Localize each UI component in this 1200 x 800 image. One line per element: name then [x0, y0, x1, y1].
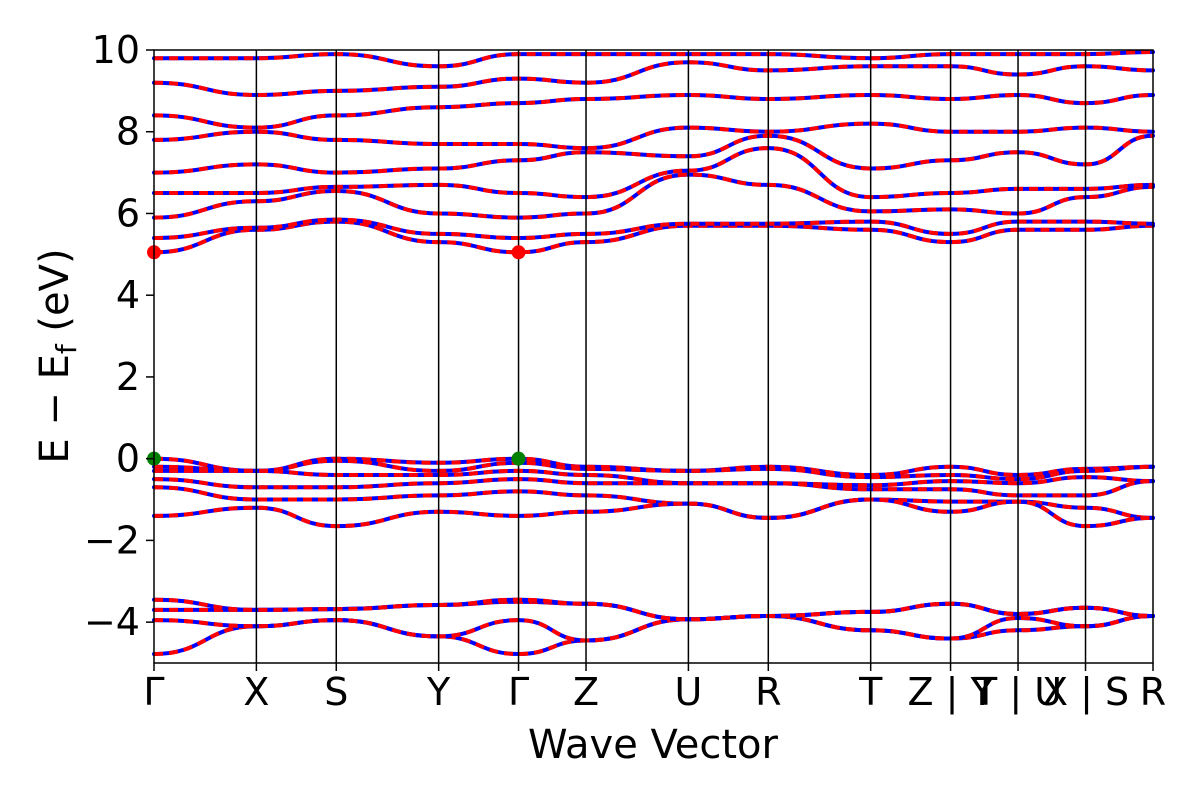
y-axis-title-main: E − E	[32, 354, 78, 464]
y-tick-label-7: 10	[92, 28, 140, 72]
band-line-spin-up-16	[153, 92, 1154, 130]
y-axis-title-subscript: f	[50, 343, 83, 354]
y-tick-label-1: −2	[84, 518, 140, 562]
band-line-spin-up-15	[153, 121, 1154, 151]
band-line-spin-up-11	[153, 217, 1154, 241]
y-axis-title: E − Ef (eV)	[32, 248, 83, 463]
y-tick-label-2: 0	[116, 437, 140, 481]
x-axis-title: Wave Vector	[528, 722, 779, 768]
x-tick-label-3: Y	[426, 670, 451, 714]
kpoint-divider-lines	[255, 50, 1087, 663]
band-edge-marker-vbm-3	[511, 451, 526, 466]
x-tick-label-2: S	[324, 670, 348, 714]
x-tick-label-11: X | S	[1042, 670, 1129, 715]
y-tick-label-3: 2	[116, 355, 140, 399]
y-axis-ticks: −4 −2 0 2 4 6 8 10	[84, 28, 154, 644]
x-tick-label-10: T | U	[973, 670, 1062, 715]
band-line-spin-down-17	[152, 60, 1155, 98]
x-tick-label-4: Γ	[508, 670, 529, 714]
x-tick-label-5: Z	[573, 670, 599, 714]
y-axis-title-unit: (eV)	[32, 248, 78, 344]
band-line-spin-down-16	[152, 92, 1155, 130]
plot-frame	[153, 49, 1154, 664]
x-tick-label-12: R	[1140, 670, 1166, 714]
band-edge-markers	[147, 245, 526, 466]
x-tick-label-9: Z | Y	[907, 670, 994, 715]
band-line-spin-up-14	[153, 133, 1154, 175]
band-edge-marker-cbm-1	[511, 245, 526, 260]
y-tick-label-6: 8	[116, 110, 140, 154]
x-tick-label-0: Γ	[143, 670, 164, 714]
band-line-spin-up-5	[153, 458, 1154, 482]
x-tick-label-6: U	[674, 670, 702, 714]
band-line-spin-up-10	[153, 219, 1154, 255]
y-tick-label-5: 6	[116, 191, 140, 235]
x-tick-label-8: T	[858, 670, 883, 714]
band-line-spin-down-1	[152, 613, 1155, 643]
y-tick-label-4: 4	[116, 273, 140, 317]
y-tick-label-0: −4	[84, 600, 140, 644]
x-tick-label-7: R	[755, 670, 781, 714]
x-tick-label-1: X	[243, 670, 269, 714]
band-line-spin-up-3	[153, 597, 1154, 622]
band-line-spin-up-18	[154, 50, 1154, 69]
band-lines	[152, 50, 1155, 657]
